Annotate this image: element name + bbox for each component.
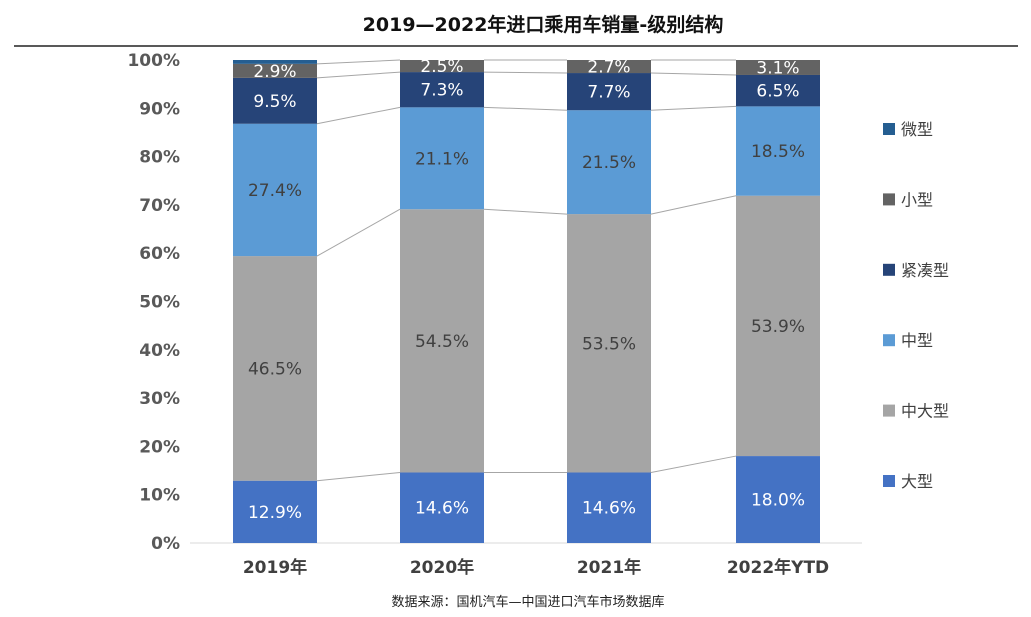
bar-segment bbox=[233, 123, 317, 257]
bar-segment bbox=[400, 72, 484, 108]
y-tick-label: 40% bbox=[139, 341, 180, 361]
legend-item: 微型 bbox=[883, 120, 933, 139]
data-label: 12.9% bbox=[248, 503, 302, 523]
bar-segment bbox=[567, 73, 651, 111]
legend-swatch bbox=[883, 123, 895, 135]
bar-segments bbox=[233, 60, 820, 543]
bar-segment bbox=[736, 195, 820, 457]
data-label: 21.1% bbox=[415, 149, 469, 169]
data-label: 6.5% bbox=[756, 82, 799, 102]
y-tick-label: 90% bbox=[139, 99, 180, 119]
bar-segment bbox=[400, 107, 484, 210]
data-label: 54.5% bbox=[415, 332, 469, 352]
connector-line bbox=[316, 59, 401, 65]
legend-swatch bbox=[883, 263, 895, 276]
connector-line bbox=[650, 195, 737, 215]
data-labels: 12.9% 14.6% 14.6% 18.0% 46.5% 54.5% 53.5% 53.9%… bbox=[248, 57, 805, 523]
legend-swatch bbox=[883, 193, 895, 206]
y-tick-label: 100% bbox=[127, 51, 180, 71]
data-label: 46.5% bbox=[248, 359, 302, 379]
data-label: 14.6% bbox=[582, 499, 636, 519]
legend-label: 紧凑型 bbox=[901, 261, 949, 280]
data-label: 27.4% bbox=[248, 181, 302, 201]
legend-label: 小型 bbox=[901, 190, 933, 209]
bar-segment bbox=[233, 77, 317, 124]
connector-line bbox=[316, 71, 401, 79]
data-label: 3.1% bbox=[756, 58, 799, 78]
legend-item: 中大型 bbox=[883, 402, 949, 421]
connector-line bbox=[650, 455, 737, 473]
x-tick-label: 2019年 bbox=[243, 557, 307, 578]
y-tick-label: 10% bbox=[139, 486, 180, 506]
connector-line bbox=[316, 208, 401, 257]
data-label: 2.7% bbox=[587, 58, 630, 78]
bar-segment bbox=[736, 106, 820, 196]
legend-swatch bbox=[883, 404, 895, 417]
x-tick-label: 2021年 bbox=[577, 557, 641, 578]
legend-swatch bbox=[883, 334, 895, 347]
source-note: 数据来源：国机汽车—中国进口汽车市场数据库 bbox=[391, 594, 664, 610]
bar-segment bbox=[400, 60, 484, 73]
segment-connector-lines bbox=[316, 59, 737, 482]
y-tick-label: 80% bbox=[139, 148, 180, 168]
chart-title: 2019—2022年进口乘用车销量-级别结构 bbox=[363, 13, 724, 36]
bar-segment bbox=[400, 472, 484, 543]
data-label: 2.5% bbox=[420, 57, 463, 77]
bar-segment bbox=[736, 456, 820, 543]
data-label: 2.9% bbox=[253, 62, 296, 82]
legend-label: 中大型 bbox=[901, 402, 949, 421]
legend-item: 紧凑型 bbox=[883, 261, 949, 280]
y-axis: 0% 10% 20% 30% 40% 50% 60% 70% 80% 90% 100% bbox=[127, 51, 862, 554]
bar-segment bbox=[736, 74, 820, 107]
y-tick-label: 0% bbox=[151, 534, 180, 554]
bar-segment bbox=[567, 472, 651, 543]
x-tick-label: 2022年YTD bbox=[727, 557, 829, 578]
connector-line bbox=[650, 105, 737, 111]
legend-item: 大型 bbox=[883, 472, 933, 491]
connector-line bbox=[650, 72, 737, 76]
bar-segment bbox=[233, 256, 317, 481]
y-tick-label: 30% bbox=[139, 389, 180, 409]
legend-label: 中型 bbox=[901, 331, 933, 350]
data-label: 53.9% bbox=[751, 317, 805, 337]
bar-segment bbox=[736, 60, 820, 75]
y-tick-label: 20% bbox=[139, 437, 180, 457]
legend-swatch bbox=[883, 475, 895, 487]
y-tick-label: 70% bbox=[139, 196, 180, 216]
data-label: 18.5% bbox=[751, 142, 805, 162]
y-tick-label: 60% bbox=[139, 244, 180, 264]
legend-item: 小型 bbox=[883, 190, 933, 209]
data-label: 7.3% bbox=[420, 81, 463, 101]
data-label: 14.6% bbox=[415, 499, 469, 519]
connector-line bbox=[316, 471, 401, 482]
legend-label: 大型 bbox=[901, 472, 933, 491]
bar-segment bbox=[567, 214, 651, 473]
bar-segment bbox=[233, 63, 317, 78]
bar-segment bbox=[567, 60, 651, 74]
connector-line bbox=[316, 106, 401, 125]
connector-line bbox=[483, 106, 568, 111]
x-axis: 2019年 2020年 2021年 2022年YTD bbox=[243, 557, 829, 578]
data-label: 18.0% bbox=[751, 491, 805, 511]
data-label: 7.7% bbox=[587, 83, 630, 103]
bar-segment bbox=[233, 480, 317, 543]
y-tick-label: 50% bbox=[139, 293, 180, 313]
bar-segment bbox=[400, 209, 484, 473]
data-label: 9.5% bbox=[253, 92, 296, 112]
x-tick-label: 2020年 bbox=[410, 557, 474, 578]
legend-item: 中型 bbox=[883, 331, 933, 350]
bar-segment bbox=[567, 110, 651, 215]
data-label: 53.5% bbox=[582, 334, 636, 354]
bar-segment bbox=[233, 60, 317, 64]
data-label: 21.5% bbox=[582, 153, 636, 173]
connector-line bbox=[483, 208, 568, 215]
connector-line bbox=[483, 71, 568, 74]
legend-label: 微型 bbox=[901, 120, 933, 139]
